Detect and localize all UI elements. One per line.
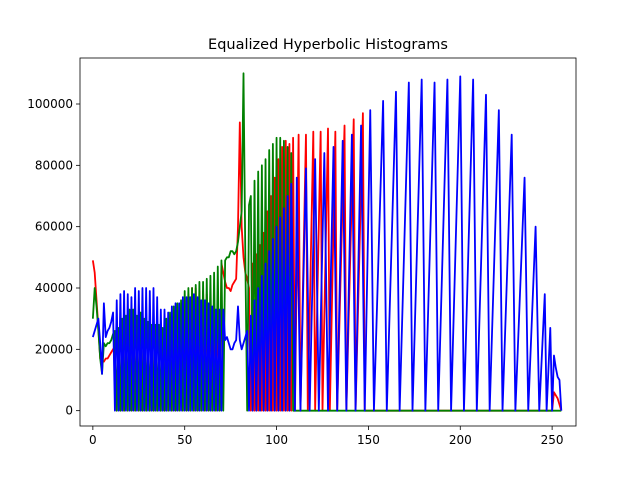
y-tick-label: 80000 bbox=[35, 158, 73, 172]
y-tick-label: 20000 bbox=[35, 342, 73, 356]
x-tick-label: 150 bbox=[357, 433, 380, 447]
x-tick-label: 50 bbox=[177, 433, 192, 447]
series-line-3 bbox=[91, 75, 563, 412]
y-tick-label: 100000 bbox=[27, 97, 73, 111]
axes: 0 50 100 150 200 250 0 20000 40000 60000 80000 1000… bbox=[27, 57, 577, 447]
x-tick-label: 100 bbox=[265, 433, 288, 447]
y-tick-label: 60000 bbox=[35, 220, 73, 234]
series-lines bbox=[91, 72, 563, 412]
x-tick-label: 0 bbox=[89, 433, 97, 447]
chart-title: Equalized Hyperbolic Histograms bbox=[208, 37, 448, 53]
x-tick-label: 200 bbox=[449, 433, 472, 447]
y-tick-label: 0 bbox=[65, 404, 73, 418]
x-tick-label: 250 bbox=[541, 433, 564, 447]
plot-frame bbox=[79, 57, 577, 427]
y-tick-label: 40000 bbox=[35, 281, 73, 295]
